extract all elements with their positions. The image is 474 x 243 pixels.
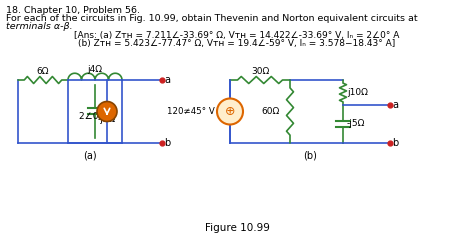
Text: For each of the circuits in Fig. 10.99, obtain Thevenin and Norton equivalent ci: For each of the circuits in Fig. 10.99, … [6, 14, 418, 23]
Text: ⊕: ⊕ [225, 105, 235, 118]
Text: -j2Ω: -j2Ω [98, 115, 116, 124]
Circle shape [97, 102, 117, 122]
Text: (b): (b) [303, 150, 317, 160]
Text: 6Ω: 6Ω [37, 67, 49, 76]
Text: b: b [164, 138, 170, 148]
Text: 60Ω: 60Ω [262, 107, 280, 116]
Text: a: a [164, 75, 170, 85]
Text: 2∠0° A: 2∠0° A [79, 112, 112, 121]
Text: -j5Ω: -j5Ω [347, 120, 365, 129]
Text: j4Ω: j4Ω [88, 65, 102, 74]
Text: 120≄45° V: 120≄45° V [167, 107, 215, 116]
Text: (b) Zᴛʜ = 5.423∠-77.47° Ω, Vᴛʜ = 19.4∠-59° V, Iₙ = 3.578−18.43° A]: (b) Zᴛʜ = 5.423∠-77.47° Ω, Vᴛʜ = 19.4∠-5… [78, 39, 396, 48]
Text: terminals α-β.: terminals α-β. [6, 22, 73, 31]
Text: [Ans: (a) Zᴛʜ = 7.211∠-33.69° Ω, Vᴛʜ = 14.422∠-33.69° V, Iₙ = 2∠0° A: [Ans: (a) Zᴛʜ = 7.211∠-33.69° Ω, Vᴛʜ = 1… [74, 31, 400, 40]
Text: j10Ω: j10Ω [347, 88, 368, 97]
Text: b: b [392, 138, 398, 148]
Text: 30Ω: 30Ω [251, 67, 269, 76]
Circle shape [217, 98, 243, 124]
Text: Figure 10.99: Figure 10.99 [205, 223, 269, 233]
Text: a: a [392, 100, 398, 110]
Text: (a): (a) [83, 150, 97, 160]
Text: 18. Chapter 10, Problem 56.: 18. Chapter 10, Problem 56. [6, 6, 140, 15]
